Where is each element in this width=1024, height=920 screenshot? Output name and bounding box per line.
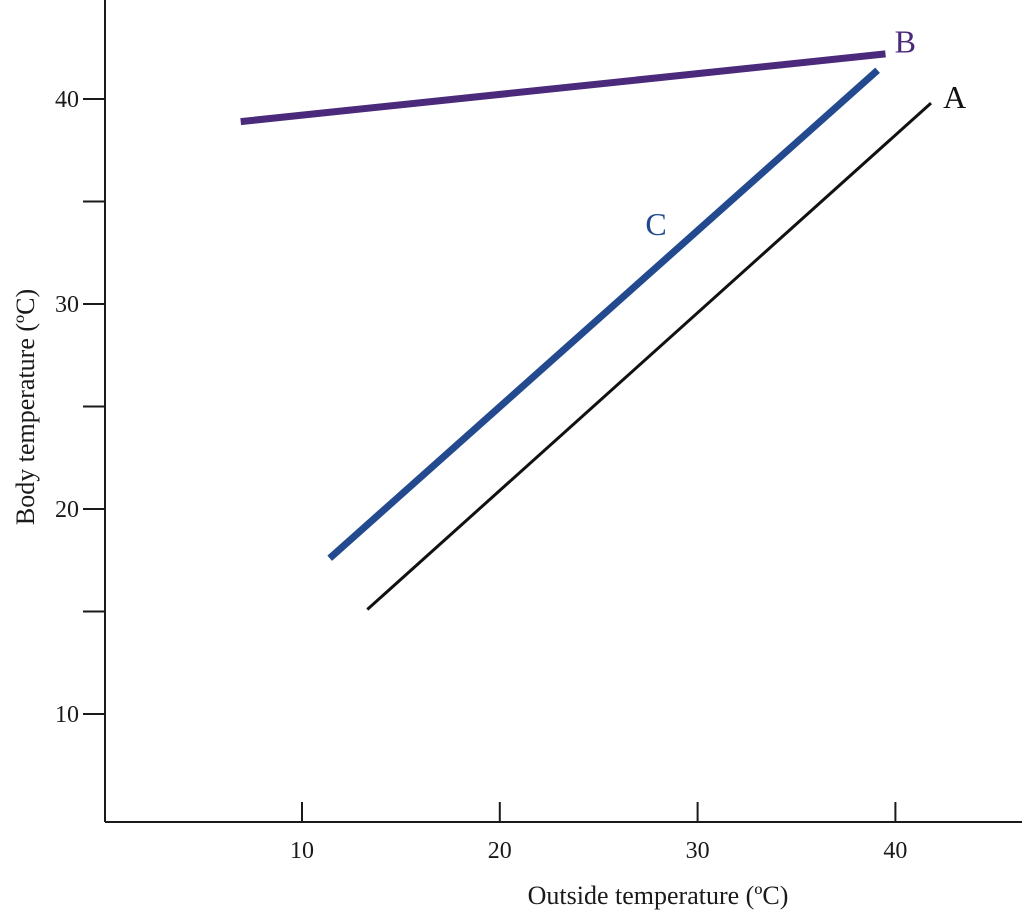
series-lines	[240, 50, 933, 611]
y-ticks: 10 20 30 40	[55, 87, 105, 728]
x-ticks: 10 20 30 40	[290, 802, 907, 864]
x-tick-label: 30	[686, 838, 710, 864]
x-tick-label: 10	[290, 838, 314, 864]
y-tick-label: 30	[55, 292, 79, 318]
series-label-a: A	[943, 79, 966, 115]
x-tick-label: 40	[883, 838, 907, 864]
y-tick-label: 40	[55, 87, 79, 113]
series-label-c: C	[645, 206, 666, 242]
series-line-b	[240, 50, 886, 126]
series-label-b: B	[895, 24, 916, 60]
series-line-c	[327, 67, 880, 561]
x-axis-title: Outside temperature (ºC)	[528, 881, 789, 910]
axes	[104, 0, 1022, 823]
x-tick-label: 20	[488, 838, 512, 864]
y-tick-label: 10	[55, 702, 79, 728]
series-labels: AB C	[645, 24, 966, 242]
y-tick-label: 20	[55, 497, 79, 523]
series-line-a	[366, 101, 933, 611]
y-axis-title: Body temperature (ºC)	[11, 289, 40, 525]
